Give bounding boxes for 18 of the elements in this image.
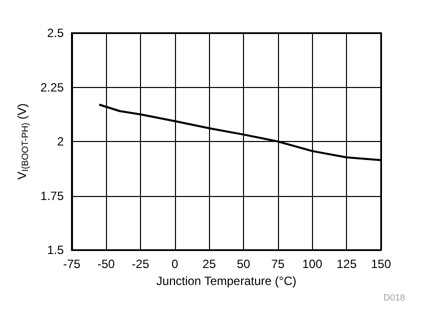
x-tick-label: 50 [236, 257, 251, 271]
x-tick-label: 75 [271, 257, 285, 271]
y-tick-label: 1.75 [40, 188, 64, 203]
x-tick-label: 100 [302, 257, 323, 271]
x-tick-label: -75 [63, 257, 81, 271]
x-tick-label: 150 [370, 257, 392, 271]
x-tick-label: -25 [132, 257, 150, 271]
y-axis-title: VI(BOOT-PH) (V) [15, 103, 30, 180]
text: D018 [383, 292, 405, 302]
x-tick-label: -50 [97, 257, 116, 271]
x-tick-label: 25 [202, 257, 216, 271]
y-tick-label: 2.25 [40, 80, 64, 94]
x-tick-label: 125 [336, 257, 357, 271]
x-axis-title: Junction Temperature (°C) [156, 274, 296, 288]
y-tick-label: 1.5 [47, 243, 64, 257]
y-tick-label: 2 [57, 134, 64, 148]
x-tick-label: 0 [171, 257, 178, 271]
y-tick-label: 2.5 [47, 26, 64, 40]
